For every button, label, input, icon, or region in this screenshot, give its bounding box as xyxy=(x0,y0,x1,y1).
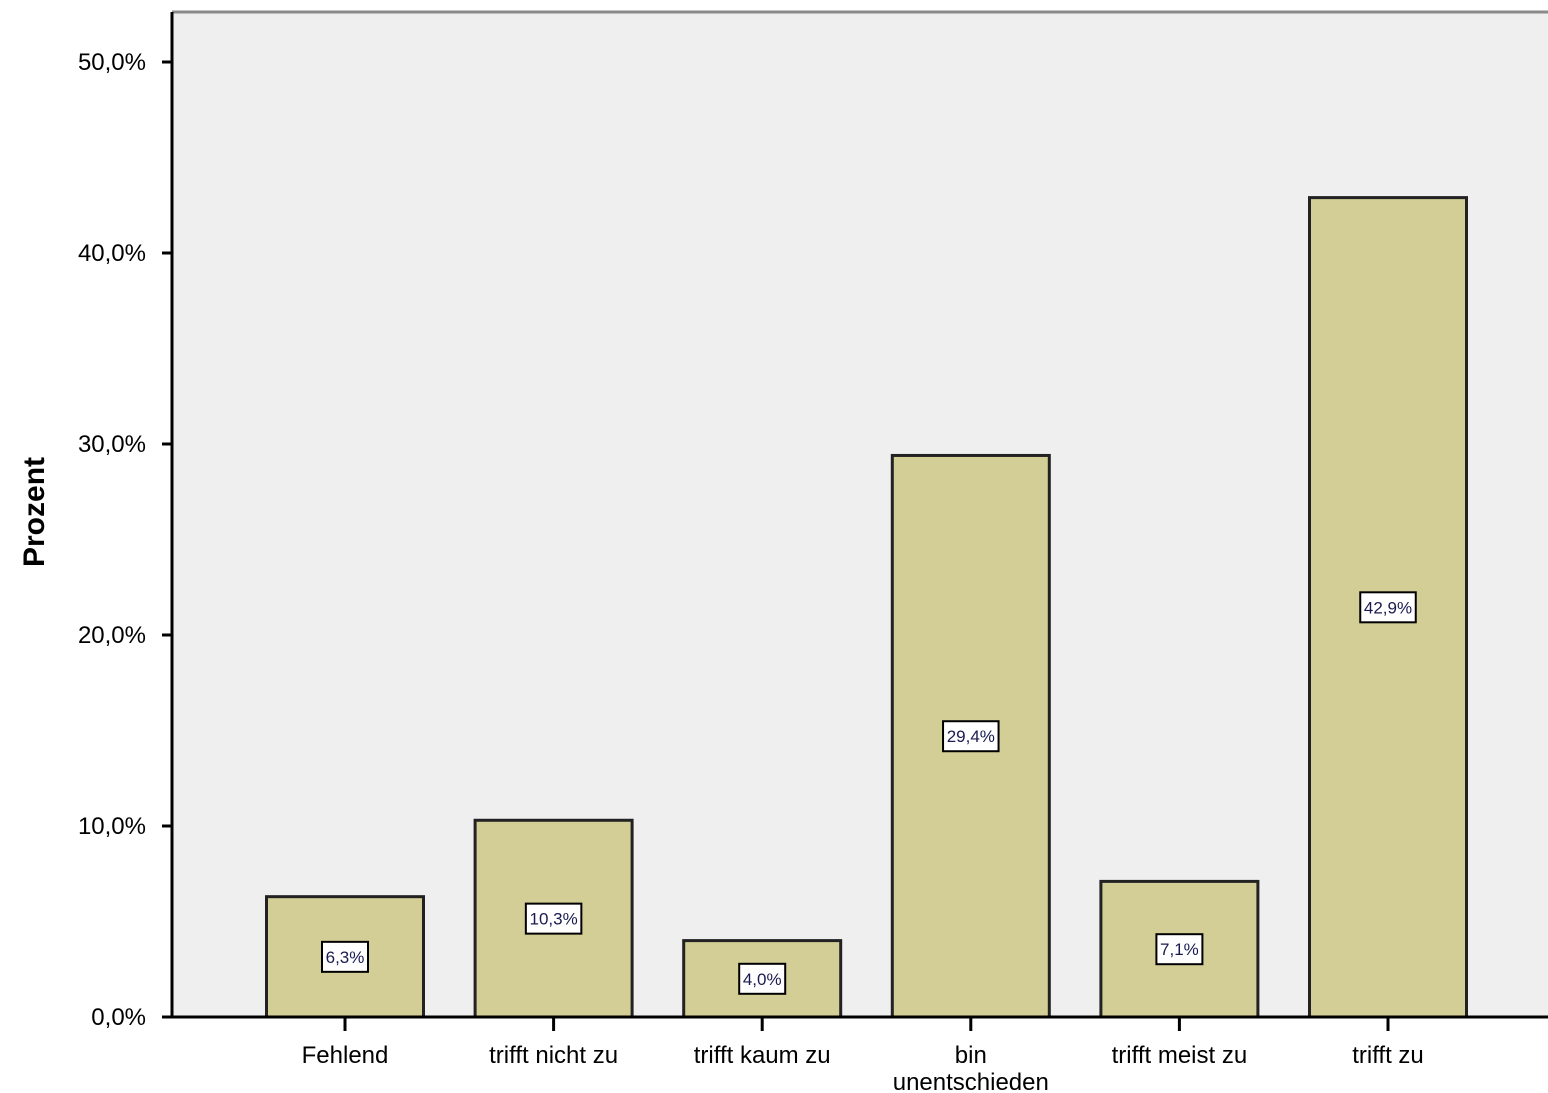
data-label: 4,0% xyxy=(743,970,782,989)
data-labels-layer: 6,3% 10,3% 4,0% 29,4% 7,1% 42,9% xyxy=(321,591,1417,995)
data-label: 42,9% xyxy=(1364,598,1412,617)
y-tick-label: 50,0% xyxy=(78,49,146,76)
x-category-label: Fehlend xyxy=(302,1042,389,1069)
data-label-box xyxy=(1155,933,1204,966)
y-tick-label: 30,0% xyxy=(78,431,146,458)
x-category-label-line: trifft nicht zu xyxy=(489,1042,618,1069)
data-label: 10,3% xyxy=(529,910,577,929)
y-axis-label: Prozent xyxy=(18,457,51,567)
x-category-label: trifft meist zu xyxy=(1112,1042,1248,1069)
x-category-label-line: trifft kaum zu xyxy=(694,1042,831,1069)
x-category-label: trifft zu xyxy=(1352,1042,1424,1069)
x-category-label-line: bin xyxy=(955,1042,987,1069)
x-category-label-line: trifft zu xyxy=(1352,1042,1424,1069)
data-label: 29,4% xyxy=(947,727,995,746)
y-tick-label: 20,0% xyxy=(78,622,146,649)
x-category-label-line: unentschieden xyxy=(893,1069,1049,1093)
data-label-box xyxy=(524,902,583,935)
data-label-box xyxy=(1359,591,1417,624)
x-category-label: trifft kaum zu xyxy=(694,1042,831,1069)
data-label: 7,1% xyxy=(1160,940,1199,959)
x-ticks-layer: Fehlend trifft nicht zu trifft kaum zu bin u… xyxy=(302,1017,1424,1093)
x-category-label: trifft nicht zu xyxy=(489,1042,618,1069)
x-category-label-line: Fehlend xyxy=(302,1042,389,1069)
data-label-box xyxy=(942,720,1000,753)
y-tick-label: 0,0% xyxy=(91,1004,146,1031)
x-category-label-line: trifft meist zu xyxy=(1112,1042,1248,1069)
y-ticks-layer: 0,0% 10,0% 20,0% 30,0% 40,0% 50,0% xyxy=(78,49,172,1031)
y-tick-label: 10,0% xyxy=(78,813,146,840)
data-label-box xyxy=(321,940,369,973)
x-category-label: bin unentschieden xyxy=(893,1042,1049,1093)
y-tick-label: 40,0% xyxy=(78,240,146,267)
data-label-box xyxy=(738,962,787,995)
bar xyxy=(682,939,843,1019)
data-label: 6,3% xyxy=(326,948,365,967)
